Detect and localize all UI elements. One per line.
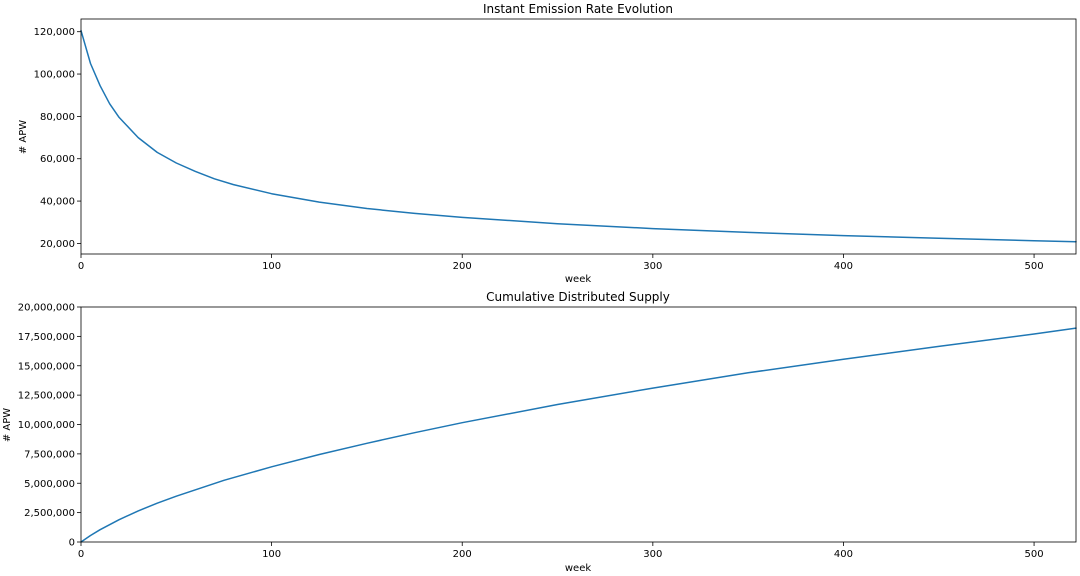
y-tick-label: 100,000: [34, 70, 75, 81]
chart-emission-rate: Instant Emission Rate Evolution 0 100 200 3…: [18, 2, 1077, 285]
y-tick-label: 60,000: [40, 154, 75, 165]
series-line: [80, 327, 1077, 543]
y-tick-label: 7,500,000: [24, 449, 75, 460]
x-tick-label: 300: [643, 549, 662, 560]
x-tick-label: 100: [262, 549, 281, 560]
y-tick-label: 10,000,000: [18, 420, 75, 431]
x-tick-label: 200: [453, 549, 472, 560]
x-tick-label: 500: [1025, 261, 1044, 272]
y-tick-label: 5,000,000: [24, 479, 75, 490]
y-tick-label: 20,000: [40, 239, 75, 250]
x-tick-label: 300: [643, 261, 662, 272]
y-tick-label: 40,000: [40, 197, 75, 208]
chart-title: Instant Emission Rate Evolution: [483, 2, 673, 16]
y-tick-label: 2,500,000: [24, 508, 75, 519]
x-axis-label: week: [565, 274, 591, 285]
y-tick-label: 0: [69, 538, 75, 549]
x-tick-label: 400: [834, 549, 853, 560]
chart-cumulative-supply: Cumulative Distributed Supply 0 100 200 300…: [2, 290, 1077, 574]
x-tick-label: 500: [1025, 549, 1044, 560]
y-tick-label: 20,000,000: [18, 303, 75, 314]
x-tick-label: 200: [453, 261, 472, 272]
x-tick-label: 400: [834, 261, 853, 272]
x-tick-label: 0: [78, 549, 84, 560]
y-axis-label: # APW: [18, 120, 29, 154]
plot-area: 0 100 200 300 400 500 0 2,500,000 5,000,000 7,500…: [18, 303, 1077, 560]
x-tick-label: 100: [262, 261, 281, 272]
axes-frame: [80, 18, 1077, 255]
y-tick-label: 15,000,000: [18, 361, 75, 372]
chart-title: Cumulative Distributed Supply: [486, 290, 670, 304]
y-axis-label: # APW: [2, 408, 13, 442]
axes-frame: [80, 306, 1077, 543]
y-tick-label: 80,000: [40, 112, 75, 123]
series-line: [80, 29, 1077, 243]
y-tick-label: 120,000: [34, 27, 75, 38]
x-tick-label: 0: [78, 261, 84, 272]
x-axis-label: week: [565, 563, 591, 574]
y-tick-label: 12,500,000: [18, 391, 75, 402]
plot-area: 0 100 200 300 400 500 20,000 40,000 60,000 80,000…: [34, 18, 1077, 272]
y-tick-label: 17,500,000: [18, 332, 75, 343]
